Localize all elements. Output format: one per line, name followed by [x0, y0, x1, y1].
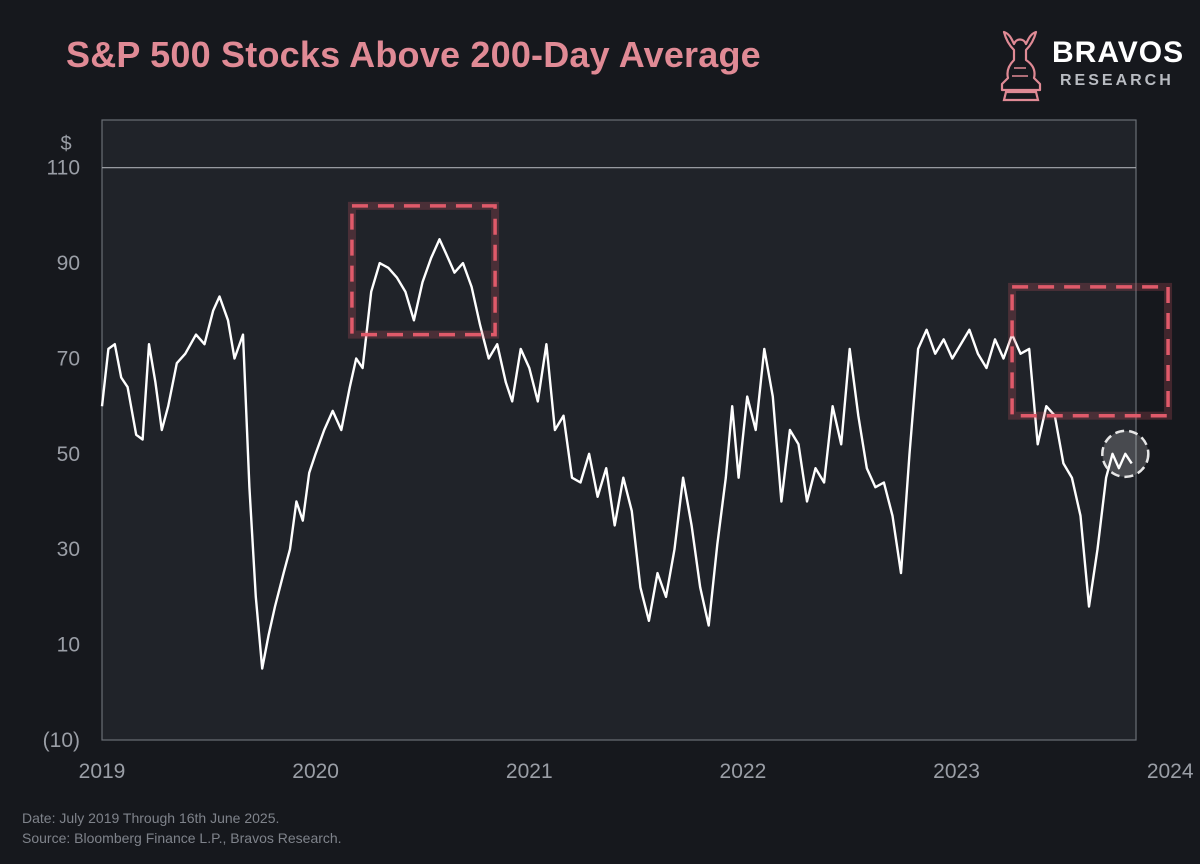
x-tick-label: 2021 [506, 760, 553, 783]
y-tick-label: 70 [57, 347, 80, 370]
highlight-box [1010, 285, 1170, 418]
footer-source: Source: Bloomberg Finance L.P., Bravos R… [22, 830, 342, 846]
x-tick-label: 2023 [933, 760, 980, 783]
y-tick-label: 30 [57, 538, 80, 561]
y-tick-label: 50 [57, 443, 80, 466]
footer-notes: Date: July 2019 Through 16th June 2025. … [22, 808, 342, 848]
y-tick-label: 110 [47, 157, 80, 180]
y-tick-label: 90 [57, 252, 80, 275]
brand-name: BRAVOS [1052, 36, 1185, 69]
x-tick-label: 2024 [1147, 760, 1194, 783]
bull-knight-icon [1000, 30, 1042, 102]
highlight-box [350, 204, 497, 337]
footer-date: Date: July 2019 Through 16th June 2025. [22, 810, 280, 826]
brand-subtitle: RESEARCH [1060, 72, 1174, 89]
chart-title: S&P 500 Stocks Above 200-Day Average [66, 34, 761, 75]
line-chart: $110 90 70 50 30 10 (10) 2019 2020 2021 2022 2023 20… [43, 119, 1194, 783]
x-tick-label: 2020 [292, 760, 339, 783]
brand-logo: BRAVOS RESEARCH [996, 24, 1186, 108]
y-tick-label: 10 [57, 634, 80, 657]
x-tick-label: 2019 [79, 760, 126, 783]
series-line [100, 238, 1133, 670]
plot-area [101, 119, 1137, 741]
y-tick-label: (10) [43, 729, 80, 752]
current-value-marker [1101, 429, 1150, 479]
y-axis-label: $ [60, 133, 71, 155]
x-tick-label: 2022 [720, 760, 767, 783]
